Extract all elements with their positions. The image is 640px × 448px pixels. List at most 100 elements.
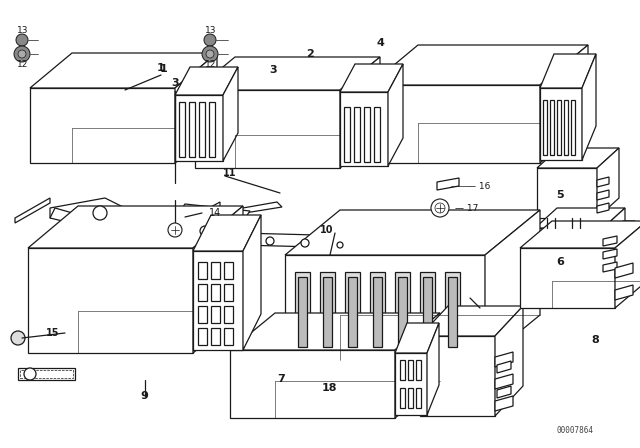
Text: 9: 9 (140, 392, 148, 401)
Polygon shape (520, 248, 615, 308)
Polygon shape (220, 202, 282, 217)
Polygon shape (495, 306, 523, 416)
Circle shape (221, 231, 229, 239)
Polygon shape (597, 190, 609, 200)
Polygon shape (537, 148, 619, 168)
Polygon shape (603, 249, 617, 259)
Polygon shape (420, 336, 495, 416)
Text: 11: 11 (223, 168, 237, 178)
Polygon shape (340, 64, 403, 92)
Polygon shape (340, 57, 380, 168)
Polygon shape (597, 203, 609, 213)
Polygon shape (364, 107, 370, 162)
Polygon shape (295, 272, 310, 352)
Circle shape (202, 46, 218, 62)
Polygon shape (30, 53, 217, 88)
Polygon shape (400, 388, 405, 408)
Polygon shape (540, 54, 596, 88)
Polygon shape (398, 277, 407, 347)
Polygon shape (615, 236, 627, 272)
Polygon shape (285, 255, 485, 360)
Polygon shape (373, 277, 382, 347)
Polygon shape (18, 368, 75, 380)
Polygon shape (497, 361, 511, 373)
Polygon shape (370, 45, 588, 85)
Polygon shape (193, 215, 261, 251)
Polygon shape (445, 272, 460, 352)
Polygon shape (495, 352, 513, 367)
Circle shape (200, 226, 210, 236)
Text: 3: 3 (269, 65, 277, 75)
Text: 00007864: 00007864 (557, 426, 593, 435)
Circle shape (435, 203, 445, 213)
Circle shape (16, 34, 28, 46)
Polygon shape (224, 284, 233, 301)
Polygon shape (211, 262, 220, 279)
Polygon shape (344, 107, 350, 162)
Circle shape (206, 50, 214, 58)
Polygon shape (195, 90, 340, 168)
Polygon shape (345, 272, 360, 352)
Polygon shape (535, 228, 603, 280)
Polygon shape (224, 328, 233, 345)
Polygon shape (195, 57, 380, 90)
Text: 10: 10 (320, 225, 333, 235)
Polygon shape (374, 107, 380, 162)
Text: 12: 12 (205, 60, 216, 69)
Text: 13: 13 (17, 26, 29, 34)
Polygon shape (420, 306, 523, 336)
Polygon shape (615, 221, 635, 236)
Polygon shape (597, 177, 609, 187)
Polygon shape (175, 53, 217, 163)
Circle shape (337, 242, 343, 248)
Polygon shape (388, 64, 403, 166)
Polygon shape (323, 277, 332, 347)
Polygon shape (564, 100, 568, 155)
Circle shape (266, 237, 274, 245)
Polygon shape (615, 285, 633, 300)
Polygon shape (50, 198, 155, 233)
Polygon shape (408, 360, 413, 380)
Circle shape (14, 46, 30, 62)
Polygon shape (416, 360, 421, 380)
Polygon shape (285, 210, 540, 255)
Polygon shape (395, 323, 439, 353)
Polygon shape (224, 262, 233, 279)
Text: 1: 1 (159, 65, 167, 74)
Polygon shape (423, 277, 432, 347)
Polygon shape (50, 208, 160, 243)
Polygon shape (28, 206, 243, 248)
Polygon shape (209, 102, 215, 157)
Polygon shape (230, 350, 395, 418)
Text: 1: 1 (157, 63, 165, 73)
Polygon shape (348, 277, 357, 347)
Circle shape (11, 331, 25, 345)
Polygon shape (354, 107, 360, 162)
Polygon shape (223, 67, 238, 161)
Circle shape (24, 368, 36, 380)
Circle shape (431, 199, 449, 217)
Text: 12: 12 (17, 60, 28, 69)
Polygon shape (320, 272, 335, 352)
Polygon shape (540, 88, 582, 160)
Polygon shape (603, 236, 617, 246)
Polygon shape (495, 396, 513, 411)
Polygon shape (537, 168, 597, 218)
Polygon shape (495, 374, 513, 389)
Polygon shape (199, 102, 205, 157)
Polygon shape (189, 102, 195, 157)
Polygon shape (370, 272, 385, 352)
Polygon shape (540, 45, 588, 163)
Text: 8: 8 (591, 336, 599, 345)
Text: 2: 2 (307, 49, 314, 59)
Polygon shape (28, 248, 193, 353)
Polygon shape (603, 262, 617, 272)
Text: 13: 13 (205, 26, 216, 34)
Polygon shape (193, 251, 243, 350)
Polygon shape (355, 243, 410, 268)
Circle shape (18, 50, 26, 58)
Polygon shape (298, 277, 307, 347)
Polygon shape (485, 210, 540, 360)
Polygon shape (175, 204, 250, 225)
Text: 18: 18 (322, 383, 337, 392)
